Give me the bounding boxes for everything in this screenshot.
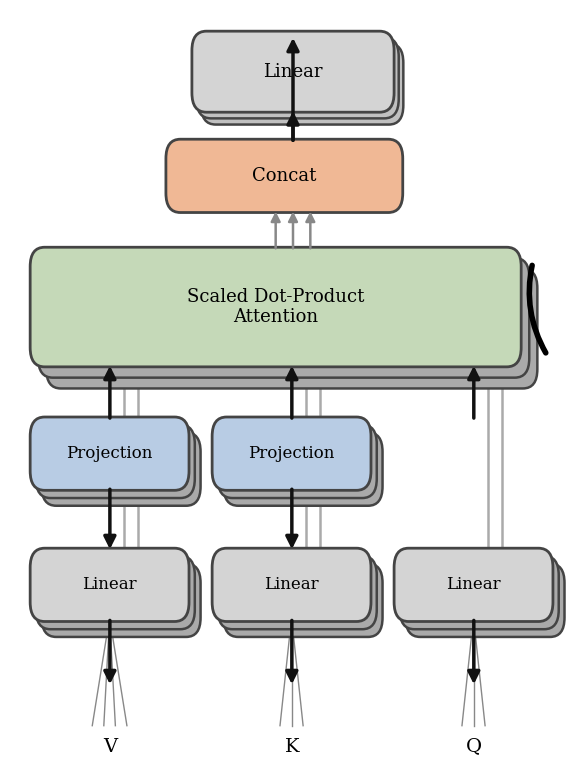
Text: Linear: Linear — [446, 576, 501, 594]
FancyBboxPatch shape — [224, 564, 383, 637]
FancyBboxPatch shape — [406, 564, 564, 637]
FancyBboxPatch shape — [46, 269, 537, 388]
FancyBboxPatch shape — [212, 548, 371, 622]
Text: V: V — [103, 738, 117, 756]
FancyBboxPatch shape — [42, 432, 200, 505]
FancyBboxPatch shape — [30, 548, 189, 622]
FancyBboxPatch shape — [36, 425, 195, 498]
FancyBboxPatch shape — [196, 37, 398, 119]
FancyBboxPatch shape — [400, 556, 558, 629]
Text: Projection: Projection — [66, 445, 153, 463]
FancyBboxPatch shape — [30, 417, 189, 491]
FancyBboxPatch shape — [38, 258, 529, 378]
FancyBboxPatch shape — [201, 44, 403, 125]
FancyBboxPatch shape — [36, 556, 195, 629]
Text: K: K — [285, 738, 299, 756]
FancyBboxPatch shape — [42, 564, 200, 637]
Text: Linear: Linear — [263, 62, 323, 80]
Text: Concat: Concat — [252, 167, 316, 185]
Text: Scaled Dot-Product
Attention: Scaled Dot-Product Attention — [187, 288, 364, 327]
FancyBboxPatch shape — [166, 139, 403, 212]
FancyBboxPatch shape — [218, 425, 377, 498]
FancyBboxPatch shape — [192, 31, 394, 112]
FancyBboxPatch shape — [30, 247, 521, 367]
FancyBboxPatch shape — [212, 417, 371, 491]
Text: Linear: Linear — [82, 576, 137, 594]
Text: Q: Q — [466, 738, 482, 756]
FancyBboxPatch shape — [394, 548, 553, 622]
Text: Linear: Linear — [264, 576, 319, 594]
FancyBboxPatch shape — [224, 432, 383, 505]
FancyBboxPatch shape — [218, 556, 377, 629]
Text: Projection: Projection — [248, 445, 335, 463]
